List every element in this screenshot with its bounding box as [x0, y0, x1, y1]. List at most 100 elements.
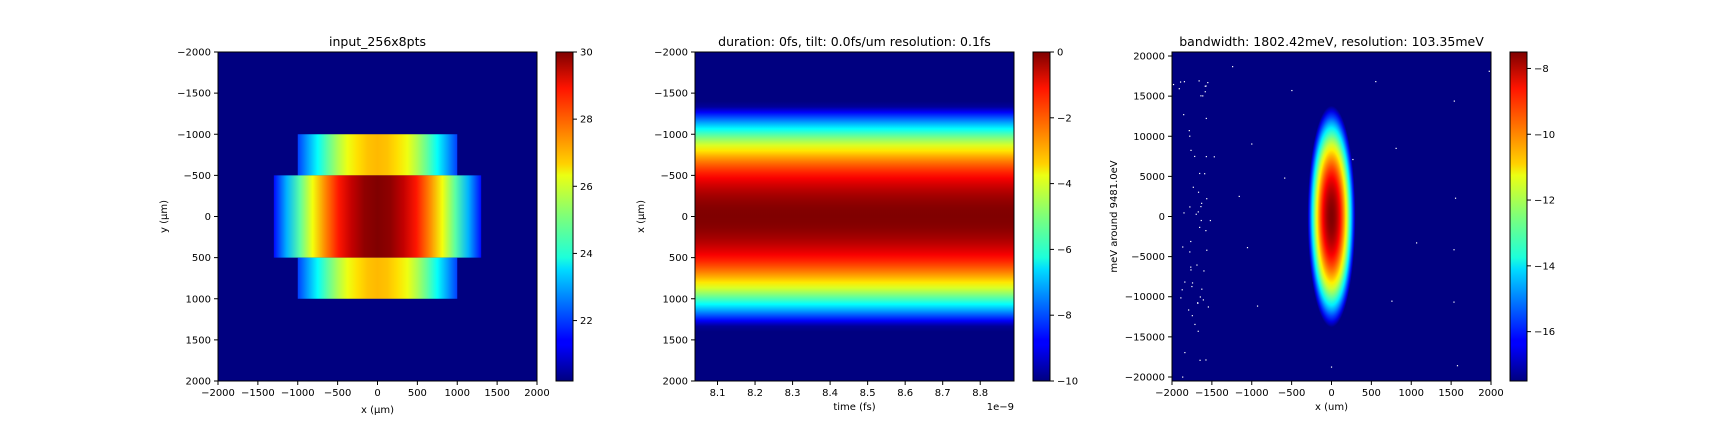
noise-point [1199, 359, 1201, 361]
x-tick-label: −1000 [1235, 388, 1269, 399]
noise-point [1178, 88, 1180, 90]
y-tick-label: −20000 [1125, 372, 1165, 383]
x-tick-label: 2000 [1478, 388, 1503, 399]
noise-point [1189, 206, 1191, 208]
x-tick-label: 8.2 [747, 388, 763, 399]
colorbar-tick-label: 22 [580, 316, 593, 327]
noise-point [1192, 186, 1194, 188]
x-tick-label: 1500 [484, 388, 509, 399]
noise-point [1246, 247, 1249, 249]
noise-point [1391, 300, 1393, 302]
noise-point [1180, 297, 1182, 299]
colorbar-tick-label: 0 [1057, 48, 1063, 59]
x-tick-label: 8.4 [822, 388, 838, 399]
x-tick-label: 0 [374, 388, 380, 399]
y-tick-label: 15000 [1133, 92, 1165, 103]
y-tick-label: −5000 [1131, 252, 1165, 263]
x-tick-label: −1500 [241, 388, 275, 399]
colorbar-tick-label: −12 [1534, 196, 1555, 207]
x-tick-label: 8.7 [935, 388, 951, 399]
noise-point [1188, 309, 1190, 311]
chart-1: input_256x8pts −2000 −1500 −1000 −500 0 500 10… [159, 34, 593, 416]
noise-point [1330, 366, 1333, 368]
chart-3-title: bandwidth: 1802.42meV, resolution: 103.3… [1179, 34, 1484, 49]
noise-point [1189, 135, 1191, 137]
chart-1-ylabel: y (μm) [159, 200, 170, 233]
x-tick-label: 8.8 [972, 388, 988, 399]
noise-point [1453, 100, 1455, 102]
chart-3-y-axis: 20000 15000 10000 5000 0 −5000 −10000 −15000 −20… [1125, 52, 1172, 383]
colorbar-tick-label: 30 [580, 48, 593, 59]
y-tick-label: −15000 [1125, 332, 1165, 343]
x-tick-label: 1500 [1438, 388, 1463, 399]
y-tick-label: −2000 [177, 48, 211, 59]
x-tick-label: 2000 [524, 388, 549, 399]
chart-1-xlabel: x (μm) [361, 405, 394, 416]
chart-2-plot-area [695, 52, 1014, 381]
noise-point [1172, 83, 1175, 86]
heatmap-region [297, 134, 458, 176]
noise-point [1199, 296, 1201, 298]
y-tick-label: 10000 [1133, 132, 1165, 143]
noise-point [1205, 155, 1207, 158]
x-tick-label: −2000 [1155, 388, 1189, 399]
noise-point [1200, 205, 1202, 208]
y-tick-label: 2000 [186, 377, 211, 388]
chart-3-xlabel: x (um) [1315, 402, 1348, 413]
chart-2-title: duration: 0fs, tilt: 0.0fs/um resolution… [718, 34, 991, 49]
y-tick-label: 1000 [186, 294, 211, 305]
x-tick-label: −1000 [281, 388, 315, 399]
x-tick-label: −2000 [201, 388, 235, 399]
noise-point [1453, 301, 1455, 303]
noise-point [1197, 302, 1199, 304]
y-tick-label: 500 [192, 253, 211, 264]
noise-point [1204, 85, 1206, 87]
spectrum-blob [1307, 105, 1356, 328]
noise-point [1179, 81, 1182, 83]
noise-point [1194, 155, 1196, 158]
colorbar-tick-label: −16 [1534, 327, 1555, 338]
y-tick-label: 2000 [663, 377, 688, 388]
x-tick-label: −500 [1278, 388, 1305, 399]
noise-point [1203, 270, 1205, 272]
noise-point [1191, 315, 1193, 317]
noise-point [1184, 281, 1186, 283]
chart-3: bandwidth: 1802.42meV, resolution: 103.3… [1109, 34, 1555, 413]
x-tick-label: 8.1 [710, 388, 726, 399]
colorbar-tick-label: 28 [580, 115, 593, 126]
noise-point [1213, 156, 1215, 158]
chart-3-colorbar-axis: −8 −10 −12 −14 −16 [1527, 64, 1555, 338]
y-tick-label: −10000 [1125, 292, 1165, 303]
x-tick-label: 500 [1362, 388, 1381, 399]
noise-point [1199, 172, 1201, 175]
noise-point [1209, 219, 1211, 222]
colorbar-tick-label: −8 [1534, 64, 1549, 75]
y-tick-label: 1000 [663, 294, 688, 305]
noise-point [1206, 249, 1208, 251]
noise-point [1488, 70, 1490, 72]
chart-2: duration: 0fs, tilt: 0.0fs/um resolution… [636, 34, 1078, 413]
x-tick-label: 8.5 [860, 388, 876, 399]
heatmap-region [297, 257, 458, 299]
colorbar-tick-label: −6 [1057, 245, 1072, 256]
chart-1-title: input_256x8pts [329, 34, 426, 49]
x-tick-label: 0 [1328, 388, 1334, 399]
y-tick-label: 20000 [1133, 52, 1165, 63]
y-tick-label: 1500 [186, 335, 211, 346]
noise-point [1205, 359, 1207, 361]
noise-point [1199, 226, 1201, 229]
noise-point [1190, 266, 1192, 268]
y-tick-label: 0 [1159, 212, 1165, 223]
x-tick-label: 8.6 [897, 388, 913, 399]
noise-point [1291, 89, 1293, 92]
noise-point [1200, 219, 1202, 222]
noise-point [1207, 306, 1209, 308]
chart-1-x-axis: −2000 −1500 −1000 −500 0 500 1000 1500 2000 [201, 381, 550, 399]
chart-1-colorbar-axis: 22 24 26 28 30 [573, 48, 593, 327]
noise-point [1191, 282, 1194, 284]
y-tick-label: −2000 [654, 48, 688, 59]
y-tick-label: −1000 [654, 130, 688, 141]
colorbar-tick-label: −14 [1534, 261, 1555, 272]
noise-point [1197, 211, 1199, 213]
y-tick-label: −1000 [177, 130, 211, 141]
